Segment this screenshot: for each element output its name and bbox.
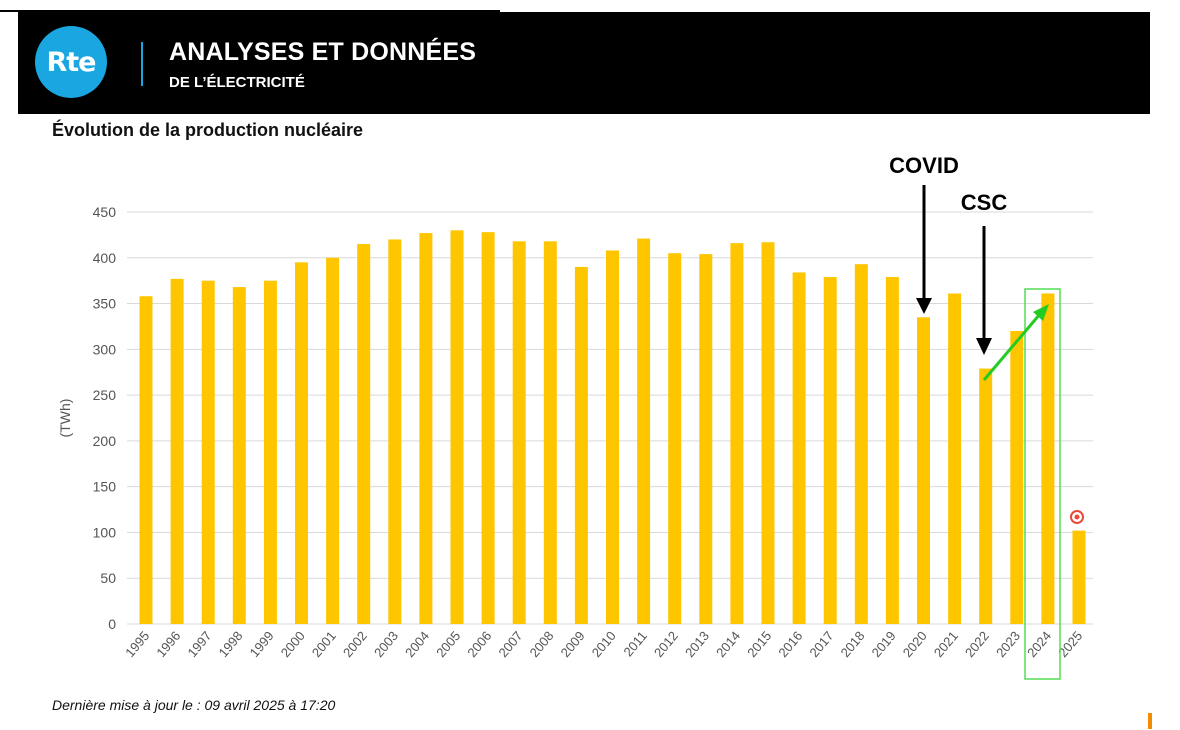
y-tick-labels: 0 50 100 150 200 250 300 350 400 450 — [93, 204, 117, 632]
bar-2000[interactable] — [295, 262, 308, 624]
x-tick-label: 2011 — [620, 628, 649, 659]
bar-2009[interactable] — [574, 266, 588, 624]
x-tick-label: 2014 — [713, 628, 743, 660]
x-tick-label: 1996 — [153, 628, 183, 660]
x-tick-label: 2023 — [993, 628, 1023, 660]
bar-1996[interactable] — [170, 278, 184, 624]
y-tick-label: 400 — [93, 250, 117, 266]
x-tick-label: 1999 — [247, 628, 277, 660]
top-border-line — [0, 10, 500, 12]
x-tick-label: 1998 — [216, 628, 246, 660]
x-tick-label: 2001 — [309, 628, 339, 660]
bar-2005[interactable] — [450, 230, 464, 625]
bar-2008[interactable] — [543, 241, 557, 624]
bar-2024[interactable] — [1041, 293, 1055, 624]
highlight-box-2024 — [1024, 288, 1061, 680]
bar-1997[interactable] — [201, 280, 215, 624]
bar-2003[interactable] — [388, 239, 402, 624]
bar-2012[interactable] — [668, 253, 682, 624]
bar-1995[interactable] — [139, 296, 153, 624]
bar-2011[interactable] — [637, 238, 651, 624]
x-tick-label: 2006 — [464, 628, 494, 660]
bar-2013[interactable] — [699, 254, 713, 625]
x-tick-label: 2022 — [962, 628, 992, 660]
x-tick-label: 2008 — [527, 628, 557, 660]
bar-2018[interactable] — [854, 264, 868, 624]
bar-2002[interactable] — [357, 244, 371, 625]
bar-1998[interactable] — [232, 287, 246, 624]
x-tick-label: 2018 — [838, 628, 868, 660]
y-tick-label: 150 — [93, 479, 117, 495]
x-tick-label: 2021 — [931, 628, 961, 660]
bar-2020[interactable] — [917, 317, 930, 624]
y-tick-label: 450 — [93, 204, 117, 220]
x-tick-label: 2012 — [651, 628, 681, 660]
x-tick-label: 2005 — [433, 628, 463, 660]
y-tick-label: 300 — [93, 341, 117, 357]
bar-2025[interactable] — [1072, 530, 1086, 624]
y-tick-label: 100 — [93, 524, 117, 540]
partial-data-icon[interactable] — [1070, 510, 1084, 524]
y-tick-label: 200 — [93, 433, 117, 449]
x-tick-label: 2010 — [589, 628, 619, 660]
bar-2001[interactable] — [326, 257, 340, 624]
x-tick-label: 2013 — [682, 628, 712, 660]
bar-2004[interactable] — [419, 233, 433, 624]
bar-2022[interactable] — [979, 368, 993, 624]
x-tick-label: 2020 — [900, 628, 930, 660]
x-tick-label: 2007 — [495, 628, 525, 660]
annotations: COVID CSC — [889, 153, 1084, 680]
bar-2016[interactable] — [792, 272, 806, 624]
x-tick-label: 2017 — [806, 628, 836, 660]
site-header: Rte ANALYSES ET DONNÉES DE L’ÉLECTRICITÉ — [18, 12, 1150, 114]
x-tick-label: 2015 — [744, 628, 774, 660]
bars — [139, 230, 1086, 625]
y-tick-label: 250 — [93, 387, 117, 403]
bar-1999[interactable] — [263, 280, 277, 624]
x-tick-label: 2019 — [869, 628, 899, 660]
last-update-note: Dernière mise à jour le : 09 avril 2025 … — [52, 697, 336, 713]
y-axis-label: (TWh) — [57, 399, 73, 438]
bar-2021[interactable] — [948, 293, 962, 624]
bar-2010[interactable] — [606, 250, 619, 624]
x-tick-label: 1995 — [122, 628, 152, 660]
x-tick-label: 2003 — [371, 628, 401, 660]
csc-arrow-head — [976, 338, 992, 355]
csc-annotation-label: CSC — [961, 190, 1008, 215]
bar-2019[interactable] — [885, 277, 899, 624]
orange-marker — [1148, 713, 1152, 729]
x-tick-label: 2024 — [1024, 628, 1054, 660]
chart-title: Évolution de la production nucléaire — [52, 120, 364, 140]
trend-arrow-shaft — [982, 313, 1042, 381]
x-tick-label: 2009 — [558, 628, 588, 660]
header-subtitle: DE L’ÉLECTRICITÉ — [169, 74, 305, 91]
bar-2023[interactable] — [1010, 331, 1024, 624]
bar-2015[interactable] — [761, 242, 775, 625]
rte-logo[interactable]: Rte — [35, 26, 107, 98]
x-tick-labels: 1995 1996 1997 1998 1999 2000 2001 2002 2003 2004… — [122, 628, 1085, 660]
y-tick-label: 350 — [93, 296, 117, 312]
y-tick-label: 0 — [108, 616, 116, 632]
x-tick-label: 2000 — [278, 628, 308, 660]
x-tick-label: 1997 — [184, 628, 214, 660]
x-tick-label: 2016 — [775, 628, 805, 660]
covid-arrow-head — [916, 298, 932, 314]
trend-arrow-head — [1033, 304, 1049, 321]
y-tick-label: 50 — [100, 570, 116, 586]
bar-2014[interactable] — [730, 243, 744, 624]
logo-text: Rte — [46, 46, 96, 78]
x-tick-label: 2002 — [340, 628, 370, 660]
bar-2007[interactable] — [512, 241, 526, 624]
bar-2006[interactable] — [481, 232, 495, 625]
x-tick-label: 2004 — [402, 628, 432, 660]
header-title: ANALYSES ET DONNÉES — [169, 38, 477, 66]
header-divider — [141, 42, 143, 86]
bar-2017[interactable] — [823, 277, 837, 624]
covid-annotation-label: COVID — [889, 153, 959, 178]
